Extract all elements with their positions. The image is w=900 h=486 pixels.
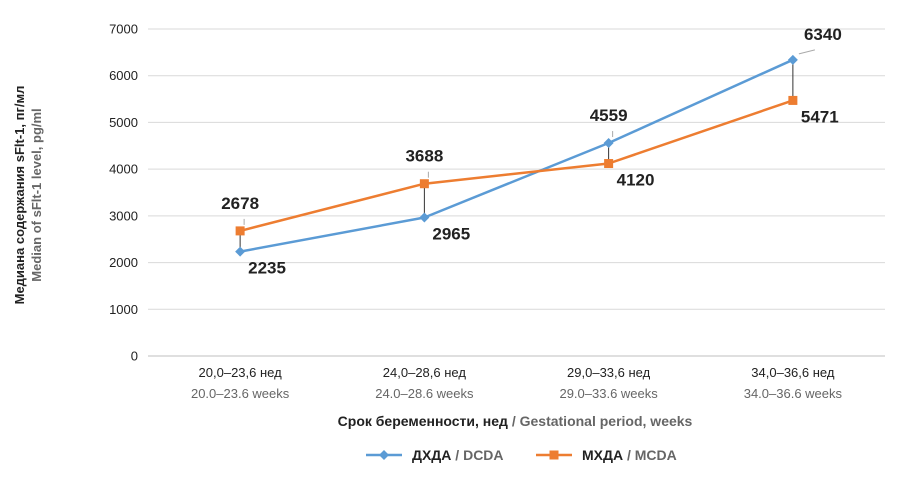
x-tick-label-en: 20.0–23.6 weeks (191, 386, 290, 401)
x-tick-label-ru: 20,0–23,6 нед (199, 365, 283, 380)
data-label: 2235 (248, 259, 286, 278)
legend-marker-dcda (379, 450, 389, 460)
point-mcda (788, 95, 798, 105)
x-axis-title-ru: Срок беременности, нед (338, 413, 508, 429)
legend-label-mcda: МХДА / MCDA (582, 447, 677, 463)
y-tick-label: 1000 (109, 302, 138, 317)
legend-label-ru: ДХДА (412, 447, 451, 463)
legend-label-dcda: ДХДА / DCDA (412, 447, 504, 463)
series-markers (235, 54, 798, 257)
point-dcda (787, 54, 798, 65)
label-leader (798, 49, 815, 55)
data-label: 3688 (405, 147, 443, 166)
y-axis-title-ru: Медиана содержания sFlt-1, пг/мл (12, 86, 27, 305)
y-tick-label: 2000 (109, 255, 138, 270)
x-tick-label-ru: 29,0–33,6 нед (567, 365, 651, 380)
data-label: 4120 (617, 171, 655, 190)
y-tick-label: 6000 (109, 68, 138, 83)
x-tick-label-ru: 24,0–28,6 нед (383, 365, 467, 380)
point-dcda (603, 138, 614, 149)
point-mcda (604, 159, 614, 169)
data-label: 2965 (432, 224, 470, 243)
series-line-mcda (239, 99, 794, 233)
data-label: 2678 (221, 194, 259, 213)
grid-lines (148, 28, 885, 357)
label-connectors (239, 59, 794, 252)
x-tick-label-ru: 34,0–36,6 нед (751, 365, 835, 380)
legend: ДХДА / DCDA МХДА / MCDA (366, 447, 677, 463)
legend-label-ru: МХДА (582, 447, 623, 463)
series-lines (239, 58, 794, 253)
data-label: 5471 (801, 107, 839, 126)
y-tick-label: 3000 (109, 208, 138, 223)
point-dcda (235, 246, 246, 257)
x-tick-label-en: 24.0–28.6 weeks (375, 386, 474, 401)
data-labels: 2235 2678 2965 3688 4559 4120 6340 5471 (221, 25, 842, 278)
x-axis-ticks: 20,0–23,6 нед 20.0–23.6 weeks 24,0–28,6 не… (191, 365, 843, 401)
data-label: 6340 (804, 25, 842, 44)
y-axis-ticks: 0 1000 2000 3000 4000 5000 6000 7000 (109, 22, 138, 364)
y-tick-label: 0 (131, 349, 138, 364)
x-axis-title: Срок беременности, нед / Gestational per… (338, 413, 693, 429)
legend-label-en: DCDA (463, 447, 503, 463)
x-tick-label-en: 29.0–33.6 weeks (559, 386, 658, 401)
point-dcda (419, 212, 430, 223)
x-axis-title-en: Gestational period, weeks (520, 413, 693, 429)
legend-marker-mcda (549, 450, 559, 460)
legend-label-en: MCDA (635, 447, 677, 463)
legend-label-separator: / (451, 447, 463, 463)
point-mcda (235, 226, 245, 236)
data-label: 4559 (590, 106, 628, 125)
point-mcda (419, 179, 429, 189)
x-tick-label-en: 34.0–36.6 weeks (744, 386, 843, 401)
y-tick-label: 5000 (109, 115, 138, 130)
y-axis-title-en: Median of sFlt-1 level, pg/ml (29, 108, 44, 281)
series-line-dcda (239, 58, 794, 253)
y-tick-label: 7000 (109, 22, 138, 37)
legend-label-separator: / (623, 447, 635, 463)
y-tick-label: 4000 (109, 162, 138, 177)
x-axis-title-separator: / (508, 413, 520, 429)
